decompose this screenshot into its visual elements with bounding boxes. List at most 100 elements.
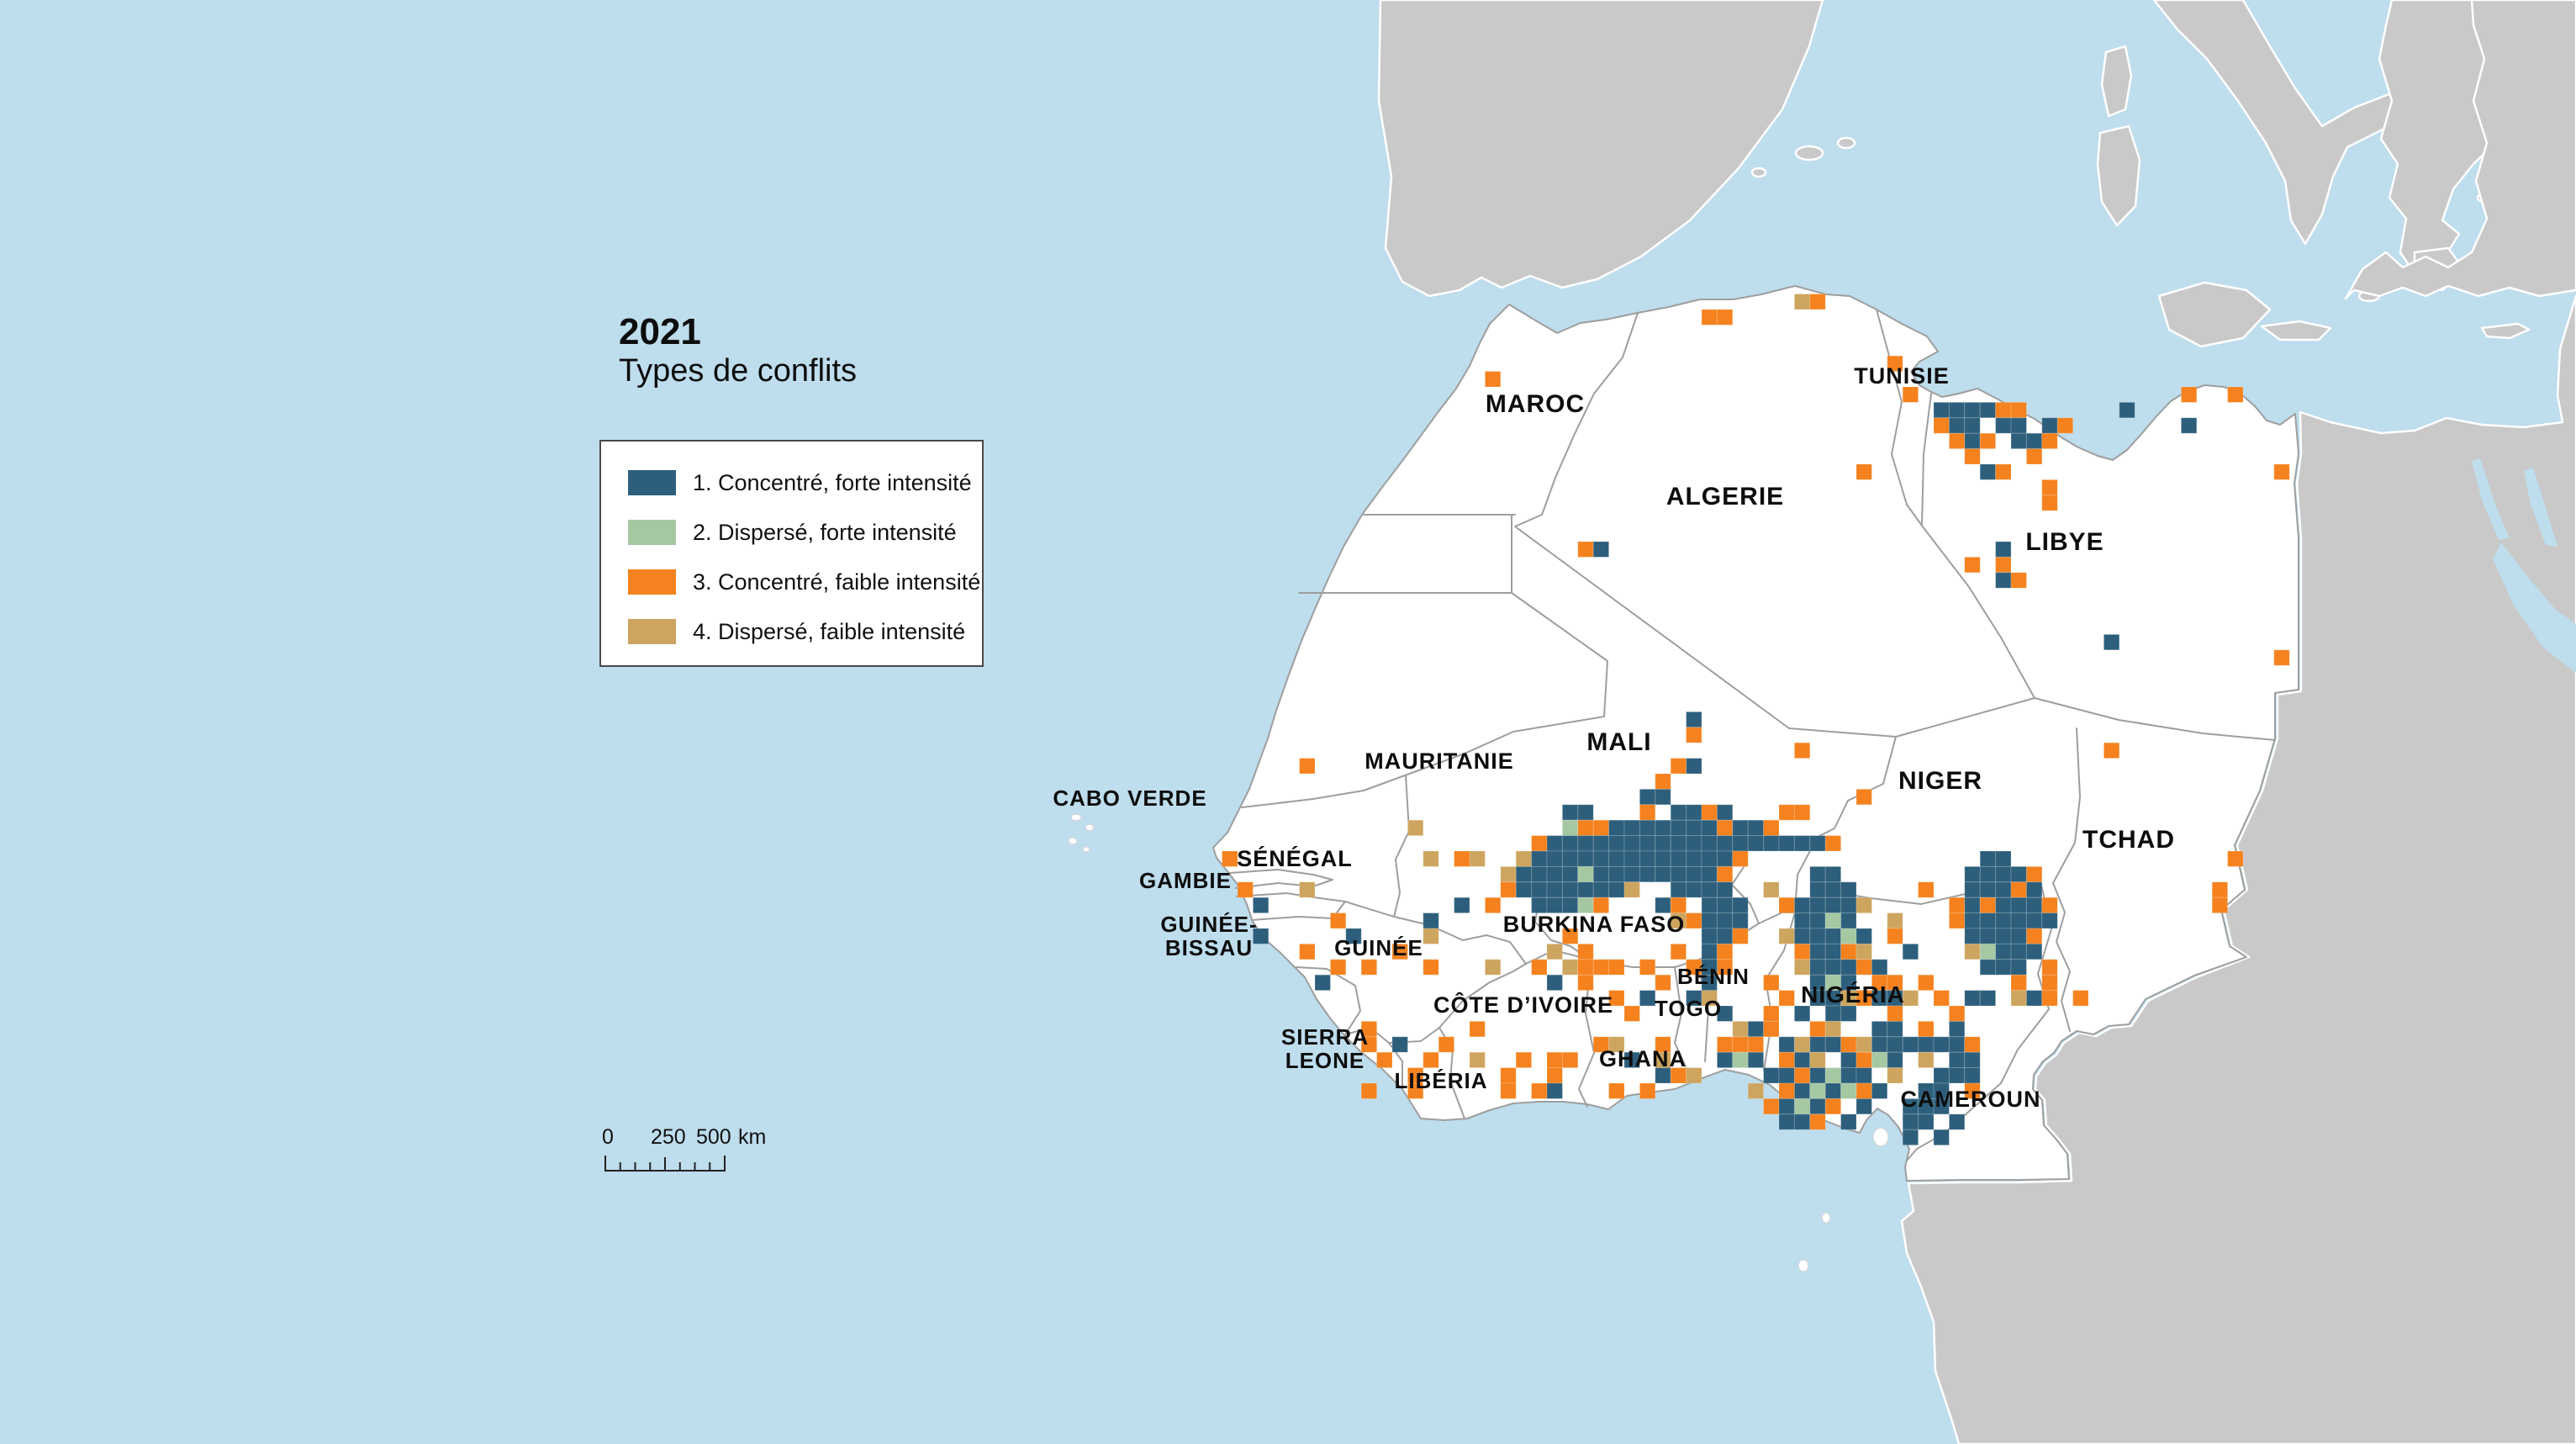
conflict-cell xyxy=(1979,990,1997,1007)
conflict-cell xyxy=(1686,835,1702,852)
conflict-cell xyxy=(2010,912,2027,929)
conflict-cell xyxy=(1623,819,1640,837)
conflict-cell xyxy=(2010,572,2027,589)
conflict-cell xyxy=(1824,912,1842,929)
conflict-cell xyxy=(1887,1036,1903,1053)
conflict-cell xyxy=(1778,897,1795,914)
conflict-cell xyxy=(1732,928,1749,944)
conflict-cell xyxy=(1546,835,1563,852)
conflict-cell xyxy=(1655,974,1671,992)
land-cyprus xyxy=(2480,322,2531,340)
country-label-liberia: LIBÉRIA xyxy=(1395,1068,1488,1093)
conflict-cell xyxy=(1995,556,2012,574)
country-label-mali: MALI xyxy=(1586,728,1651,756)
conflict-cell xyxy=(1995,943,2012,960)
conflict-cell xyxy=(1716,819,1734,837)
conflict-cell xyxy=(1670,850,1687,867)
conflict-cell xyxy=(2273,463,2290,480)
conflict-cell xyxy=(1948,912,1966,929)
conflict-cell xyxy=(1855,1036,1872,1053)
conflict-cell xyxy=(1855,897,1872,914)
conflict-cell xyxy=(1995,897,2012,914)
conflict-cell xyxy=(1964,417,1981,434)
conflict-cell xyxy=(1561,881,1579,898)
conflict-cell xyxy=(2010,943,2027,960)
conflict-cell xyxy=(1222,850,1238,867)
conflict-cell xyxy=(2025,897,2043,914)
conflict-cell xyxy=(1964,1082,1981,1099)
conflict-cell xyxy=(1577,974,1594,992)
scalebar-unit: km xyxy=(738,1125,767,1149)
conflict-cell xyxy=(1531,1082,1548,1099)
conflict-cell xyxy=(1979,928,1997,944)
conflict-cell xyxy=(1716,943,1734,960)
conflict-cell xyxy=(1824,1020,1842,1038)
conflict-cell xyxy=(1948,1020,1966,1038)
conflict-cell xyxy=(1809,835,1826,852)
conflict-cell xyxy=(1577,804,1594,821)
legend-swatch-3 xyxy=(628,569,676,595)
land-balearic-3 xyxy=(1750,167,1767,178)
conflict-cell xyxy=(1701,819,1718,837)
conflict-cell xyxy=(1809,1113,1826,1130)
conflict-cell xyxy=(2227,386,2244,403)
conflict-cell xyxy=(1948,1113,1966,1130)
conflict-cell xyxy=(1515,881,1533,898)
conflict-cell xyxy=(1686,819,1702,837)
conflict-cell xyxy=(1655,819,1671,837)
conflict-cell xyxy=(1793,1005,1811,1022)
conflict-cell xyxy=(1855,943,1872,960)
conflict-cell xyxy=(1608,835,1625,852)
conflict-cell xyxy=(1918,1020,1935,1038)
bioko-island xyxy=(1872,1127,1889,1147)
conflict-cell xyxy=(1314,974,1331,992)
conflict-cell xyxy=(1639,819,1656,837)
conflict-cell xyxy=(2211,897,2229,914)
conflict-cell xyxy=(1500,1082,1517,1099)
conflict-cell xyxy=(1500,865,1517,883)
conflict-cell xyxy=(1747,1036,1765,1053)
conflict-cell xyxy=(1793,1051,1811,1069)
conflict-cell xyxy=(1360,1082,1378,1099)
conflict-cell xyxy=(1732,1020,1749,1038)
conflict-cell xyxy=(1686,727,1702,743)
conflict-cell xyxy=(1778,1098,1795,1115)
conflict-cells xyxy=(1222,294,2290,1146)
conflict-cell xyxy=(1793,835,1811,852)
conflict-cell xyxy=(1948,417,1966,434)
conflict-cell xyxy=(2010,959,2027,976)
conflict-cell xyxy=(1716,1005,1734,1022)
conflict-cell xyxy=(1948,401,1966,419)
conflict-cell xyxy=(1763,881,1780,898)
conflict-cell xyxy=(1995,928,2012,944)
conflict-cell xyxy=(1763,1020,1780,1038)
legend-label-1: 1. Concentré, forte intensité xyxy=(693,469,972,495)
conflict-cell xyxy=(1964,1051,1981,1069)
conflict-cell xyxy=(1237,881,1254,898)
conflict-cell xyxy=(1608,881,1625,898)
conflict-cell xyxy=(1655,897,1671,914)
legend: 1. Concentré, forte intensité 2. Dispersé… xyxy=(599,440,984,667)
conflict-cell xyxy=(1515,850,1533,867)
outside-land xyxy=(1377,0,2576,1444)
conflict-cell xyxy=(2010,417,2027,434)
conflict-cell xyxy=(1639,788,1656,806)
conflict-cell xyxy=(1639,1082,1656,1099)
conflict-cell xyxy=(1686,881,1702,898)
conflict-cell xyxy=(1670,943,1687,960)
conflict-cell xyxy=(1500,1067,1517,1084)
conflict-cell xyxy=(1423,850,1439,867)
conflict-cell xyxy=(1546,943,1563,960)
conflict-cell xyxy=(1918,1051,1935,1069)
conflict-cell xyxy=(1824,897,1842,914)
conflict-cell xyxy=(2010,432,2027,450)
country-label-burkina-faso: BURKINA FASO xyxy=(1503,912,1686,937)
conflict-cell xyxy=(1577,865,1594,883)
legend-item-1: 1. Concentré, forte intensité xyxy=(601,469,972,496)
conflict-cell xyxy=(1855,959,1872,976)
cabo-verde-island xyxy=(1082,846,1090,853)
conflict-cell xyxy=(1561,835,1579,852)
conflict-cell xyxy=(1423,912,1439,929)
conflict-cell xyxy=(1561,804,1579,821)
